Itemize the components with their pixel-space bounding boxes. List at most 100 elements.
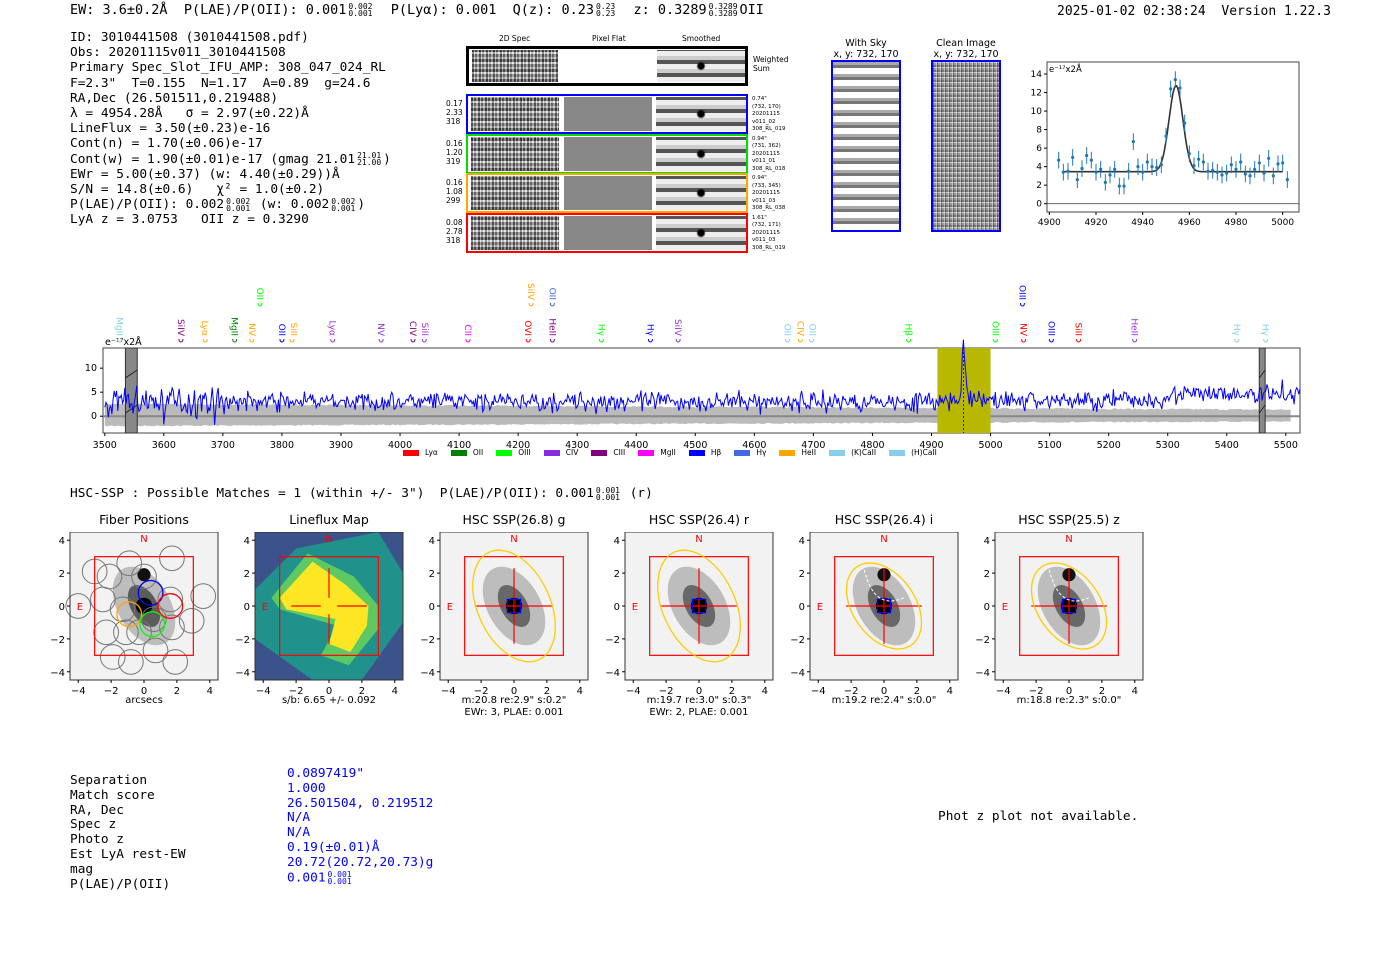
data-point bbox=[1155, 165, 1159, 170]
redshifts: LyA z = 3.0753 OII z = 0.3290 bbox=[70, 212, 309, 228]
fiber-circle bbox=[93, 619, 120, 646]
data-point bbox=[1094, 170, 1098, 174]
match-key: P(LAE)/P(OII) bbox=[70, 876, 171, 892]
legend-item: CIII bbox=[591, 448, 625, 457]
y-tick-label: −2 bbox=[235, 635, 250, 646]
line-label: Hγ bbox=[1260, 324, 1270, 337]
data-point bbox=[1061, 170, 1065, 174]
lower: 0.001 bbox=[327, 876, 352, 886]
plae-lower: 0.001 bbox=[348, 9, 373, 18]
mask-hatch bbox=[1258, 404, 1266, 414]
line-label-bracket bbox=[647, 338, 653, 343]
col-2d-spec: 2D Spec bbox=[499, 34, 531, 43]
x-tick-label: −4 bbox=[441, 686, 456, 697]
fiber-circle bbox=[131, 563, 157, 590]
plae-ratio: P(LAE)/P(OII): 0.002 0.002 0.001 (w: 0.002… bbox=[70, 197, 391, 212]
legend-label: OII bbox=[472, 448, 484, 457]
line-label-bracket bbox=[202, 338, 208, 343]
data-point bbox=[1187, 152, 1191, 156]
data-point bbox=[1145, 160, 1149, 164]
cutout-caption-2: EWr: 2, PLAE: 0.001 bbox=[649, 707, 749, 718]
match-value: 26.501504, 0.219512 bbox=[287, 795, 434, 812]
x-tick-label: −2 bbox=[659, 686, 674, 697]
fiber-circle bbox=[109, 596, 136, 623]
obs-params: F=2.3" T=0.155 N=1.17 A=0.89 g=24.6 bbox=[70, 75, 371, 91]
plae-upper: 0.002 bbox=[348, 2, 373, 11]
data-point bbox=[1085, 153, 1089, 158]
cutout-caption: arcsecs bbox=[125, 695, 163, 706]
north-label: N bbox=[1065, 534, 1072, 545]
match-value: 0.001 0.001 0.001 bbox=[287, 870, 433, 886]
match-value-text: N/A bbox=[287, 810, 311, 826]
x-tick-label: 5100 bbox=[1038, 440, 1062, 451]
match-value: N/A bbox=[287, 825, 433, 841]
line-label-bracket bbox=[784, 338, 790, 343]
x-tick-label: 4800 bbox=[860, 440, 884, 451]
x-tick-label: −2 bbox=[104, 686, 119, 697]
qz-value: Q(z): 0.23 bbox=[512, 2, 594, 18]
line-label: HeII bbox=[546, 318, 556, 336]
row-stat: 0.16 bbox=[446, 178, 463, 187]
ew-value: EW: 3.6±0.2Å bbox=[70, 2, 168, 18]
cutout-title: HSC SSP(26.8) g bbox=[462, 512, 566, 527]
x-tick-label: 4100 bbox=[447, 440, 471, 451]
gmag-lower: 21.00 bbox=[357, 158, 382, 168]
clean-image bbox=[931, 60, 1001, 232]
line-label: NV bbox=[375, 323, 385, 337]
legend-item: CIV bbox=[543, 448, 578, 457]
plae-upper: 0.002 bbox=[226, 196, 251, 206]
y-tick-label: 10 bbox=[1031, 107, 1043, 117]
east-label: E bbox=[77, 602, 83, 613]
x-tick-label: 4400 bbox=[624, 440, 648, 451]
mask-hatch bbox=[1258, 369, 1266, 379]
x-tick-label: 2 bbox=[544, 686, 550, 697]
qz-lower: 0.23 bbox=[595, 9, 616, 18]
legend-label: Hβ bbox=[710, 448, 722, 457]
x-tick-label: 0 bbox=[696, 686, 702, 697]
cont-w: Cont(w) = 1.90(±0.01)e-17 (gmag 21.01 21.… bbox=[70, 152, 391, 167]
legend-item: Lyα bbox=[403, 448, 438, 457]
row-stat: 1.20 bbox=[446, 147, 463, 157]
emission-line-highlight bbox=[937, 348, 991, 433]
y-tick-label: 2 bbox=[614, 569, 620, 580]
data-point bbox=[1239, 160, 1243, 164]
row-stat: 319 bbox=[446, 156, 461, 166]
smoothed-cutout bbox=[656, 97, 746, 131]
legend-label: (H)CaII bbox=[911, 448, 937, 457]
aperture-box bbox=[649, 556, 749, 656]
gmag-upper: 21.01 bbox=[357, 151, 382, 161]
x-tick-label: 4 bbox=[392, 686, 398, 697]
match-value: 20.72(20.72,20.73)g bbox=[287, 855, 433, 871]
legend-label: (K)CaII bbox=[851, 448, 877, 457]
aperture-box bbox=[279, 556, 379, 656]
y-tick-label: 4 bbox=[984, 536, 990, 547]
row-stat: 1.08 bbox=[446, 187, 463, 196]
data-point bbox=[1206, 169, 1210, 173]
data-point bbox=[1066, 169, 1070, 173]
match-value-text: 26.501504, 0.219512 bbox=[287, 795, 434, 811]
data-point bbox=[1248, 174, 1252, 178]
x-tick-label: −4 bbox=[996, 686, 1011, 697]
data-point bbox=[1099, 167, 1103, 172]
line-fit-plot: 4900 4920 4940 4960 4980 5000 0 2 4 6 8 10 12 14 e⁻¹⁷x… bbox=[1031, 61, 1300, 228]
row-stat: 2.33 bbox=[446, 108, 463, 117]
x-tick-label: 4 bbox=[1132, 686, 1138, 697]
x-tick-label: 2 bbox=[1099, 686, 1105, 697]
match-value: 0.19(±0.01)Å bbox=[287, 840, 433, 856]
row-stat: 0.16 bbox=[446, 138, 463, 148]
spec2d-cutout bbox=[471, 97, 559, 131]
row-stats: 0.08 2.78 318 bbox=[446, 218, 463, 245]
x-tick-label: 4700 bbox=[801, 440, 825, 451]
y-tick-label: 2 bbox=[1036, 181, 1042, 191]
selected-fiber-circle bbox=[139, 611, 166, 638]
weighted-2d bbox=[472, 50, 558, 82]
match-value-text: 0.0897419" bbox=[287, 766, 365, 781]
line-label: NV bbox=[1018, 323, 1028, 337]
line-label: OIII bbox=[989, 321, 999, 336]
data-point bbox=[1215, 170, 1219, 174]
cutout-z: N E −4 −4 −2 −2 0 0 2 2 4 4 bbox=[975, 532, 1144, 697]
spec2d-row: 0.16 1.20 319 0.94" (731, 362) 20201115 v01… bbox=[446, 133, 785, 174]
y-tick-label: −4 bbox=[50, 668, 65, 679]
x-tick-label: 4000 bbox=[388, 440, 412, 451]
spec2d-cutout bbox=[471, 215, 559, 250]
